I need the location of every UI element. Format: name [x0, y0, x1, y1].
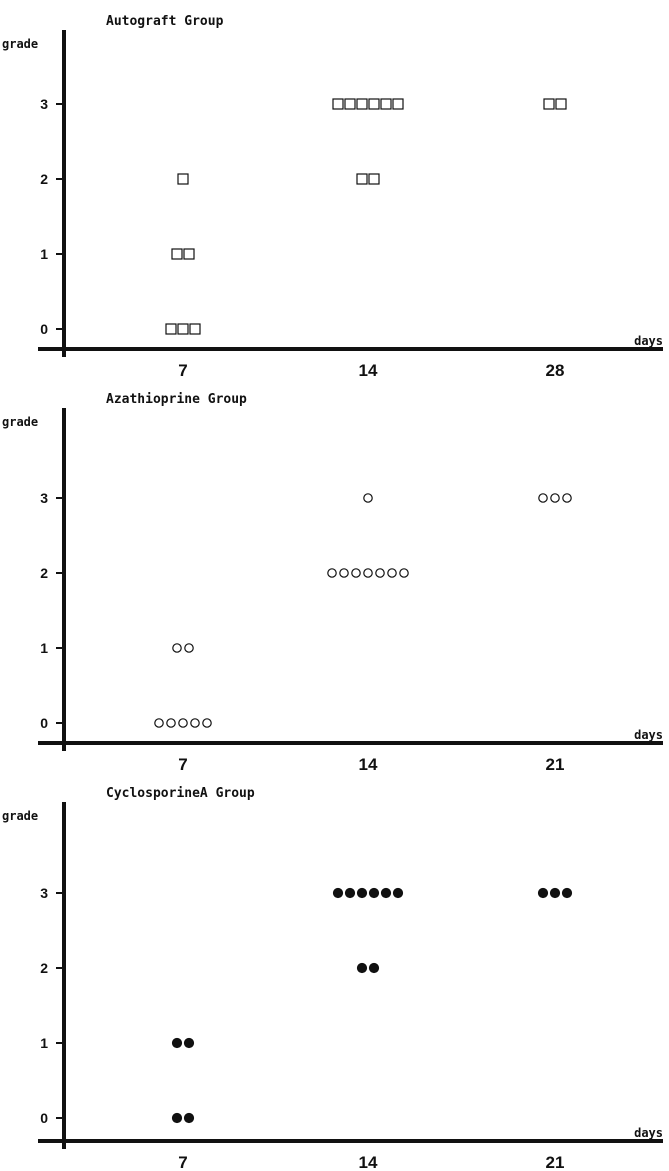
data-point-square	[555, 98, 567, 110]
y-tick-label: 1	[40, 640, 48, 656]
y-tick-label: 0	[40, 715, 48, 731]
data-point-filled-circle	[356, 887, 368, 899]
data-point-square	[177, 173, 189, 185]
x-axis-label: days	[634, 1126, 663, 1140]
y-tick-label: 1	[40, 1035, 48, 1051]
chart-title: Azathioprine Group	[106, 392, 247, 407]
data-point-open-circle	[172, 643, 182, 653]
x-tick-label: 28	[546, 361, 565, 380]
data-point-square	[380, 98, 392, 110]
data-point-open-circle	[387, 568, 397, 578]
data-point-open-circle	[202, 718, 212, 728]
data-point-square	[356, 173, 368, 185]
y-axis-label: grade	[2, 809, 38, 823]
data-point-filled-circle	[171, 1112, 183, 1124]
data-point-square	[356, 98, 368, 110]
data-point-square	[165, 323, 177, 335]
chart-panel-1: Autograft Group grade 0 1 2 3 7 14 28 days	[2, 14, 663, 380]
chart-title: Autograft Group	[106, 14, 224, 29]
data-point-filled-circle	[171, 1037, 183, 1049]
data-point-open-circle	[178, 718, 188, 728]
data-point-open-circle	[351, 568, 361, 578]
data-point-open-circle	[363, 568, 373, 578]
x-tick-label: 14	[359, 361, 378, 380]
data-point-open-circle	[550, 493, 560, 503]
data-point-open-circle	[538, 493, 548, 503]
data-point-open-circle	[190, 718, 200, 728]
data-point-open-circle	[184, 643, 194, 653]
data-point-filled-circle	[356, 962, 368, 974]
data-point-filled-circle	[368, 887, 380, 899]
data-point-square	[177, 323, 189, 335]
data-point-open-circle	[562, 493, 572, 503]
data-point-open-circle	[399, 568, 409, 578]
data-point-filled-circle	[332, 887, 344, 899]
data-point-square	[368, 173, 380, 185]
data-point-square	[543, 98, 555, 110]
x-tick-label: 7	[178, 755, 187, 774]
y-tick-label: 2	[40, 960, 48, 976]
data-point-square	[171, 248, 183, 260]
data-point-open-circle	[363, 493, 373, 503]
data-point-filled-circle	[368, 962, 380, 974]
x-tick-label: 14	[359, 755, 378, 774]
data-point-square	[332, 98, 344, 110]
x-tick-label: 14	[359, 1153, 378, 1171]
x-tick-label: 7	[178, 361, 187, 380]
y-tick-label: 1	[40, 246, 48, 262]
data-point-open-circle	[339, 568, 349, 578]
y-tick-label: 0	[40, 321, 48, 337]
x-tick-label: 7	[178, 1153, 187, 1171]
y-tick-label: 3	[40, 96, 48, 112]
data-point-filled-circle	[537, 887, 549, 899]
y-tick-label: 2	[40, 565, 48, 581]
data-point-open-circle	[166, 718, 176, 728]
data-point-filled-circle	[561, 887, 573, 899]
data-point-square	[368, 98, 380, 110]
x-axis-label: days	[634, 728, 663, 742]
data-point-open-circle	[327, 568, 337, 578]
y-tick-label: 0	[40, 1110, 48, 1126]
y-tick-label: 2	[40, 171, 48, 187]
y-axis-label: grade	[2, 415, 38, 429]
chart-panel-2: Azathioprine Group grade 0 1 2 3 7 14 21 days	[2, 392, 663, 774]
data-point-filled-circle	[380, 887, 392, 899]
chart-title: CyclosporineA Group	[106, 786, 255, 801]
y-tick-label: 3	[40, 885, 48, 901]
data-point-filled-circle	[183, 1112, 195, 1124]
data-point-square	[189, 323, 201, 335]
data-point-filled-circle	[183, 1037, 195, 1049]
y-axis-label: grade	[2, 37, 38, 51]
data-point-square	[183, 248, 195, 260]
data-point-square	[392, 98, 404, 110]
x-tick-label: 21	[546, 755, 565, 774]
data-point-filled-circle	[344, 887, 356, 899]
data-point-open-circle	[154, 718, 164, 728]
data-point-open-circle	[375, 568, 385, 578]
data-point-filled-circle	[392, 887, 404, 899]
data-point-filled-circle	[549, 887, 561, 899]
x-axis-label: days	[634, 334, 663, 348]
y-tick-label: 3	[40, 490, 48, 506]
data-point-square	[344, 98, 356, 110]
chart-panel-3: CyclosporineA Group grade 0 1 2 3 7 14 21 days	[2, 786, 663, 1171]
x-tick-label: 21	[546, 1153, 565, 1171]
